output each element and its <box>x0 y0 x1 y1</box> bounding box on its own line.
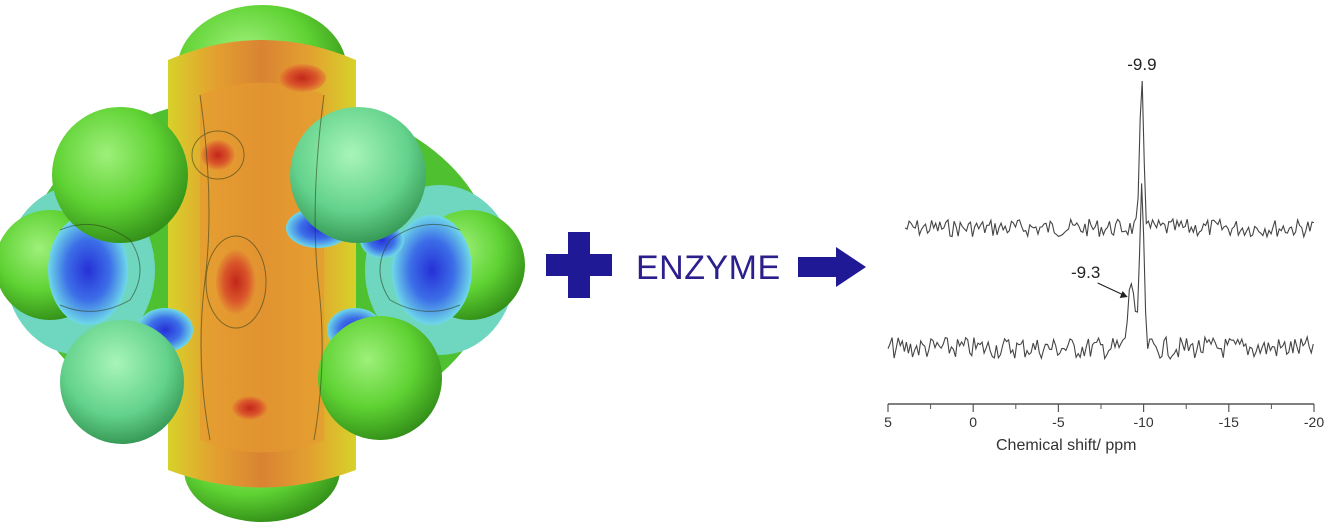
x-axis-title: Chemical shift/ ppm <box>996 437 1137 454</box>
arrow-right-icon <box>798 247 866 287</box>
x-tick-label: -20 <box>1304 414 1324 430</box>
x-tick-label: -15 <box>1219 414 1239 430</box>
plus-icon <box>546 232 612 298</box>
peak-arrow <box>1097 282 1126 297</box>
peak-label: -9.3 <box>1071 263 1100 282</box>
nmr-spectrum-chart: 5 0 -5 -10 -15 -20 -9.9 -9.3 <box>884 55 1324 430</box>
x-tick-label: 5 <box>884 414 892 430</box>
molecule-surface-icon <box>0 5 525 522</box>
reagent-label: ENZYME <box>636 249 781 287</box>
peak-arrow-head <box>1119 291 1128 298</box>
x-tick-label: 0 <box>969 414 977 430</box>
spectrum-trace <box>887 183 1314 361</box>
x-tick-label: -10 <box>1133 414 1153 430</box>
x-tick-label: -5 <box>1052 414 1065 430</box>
spectrum-trace <box>904 80 1315 239</box>
peak-label: -9.9 <box>1127 55 1156 74</box>
